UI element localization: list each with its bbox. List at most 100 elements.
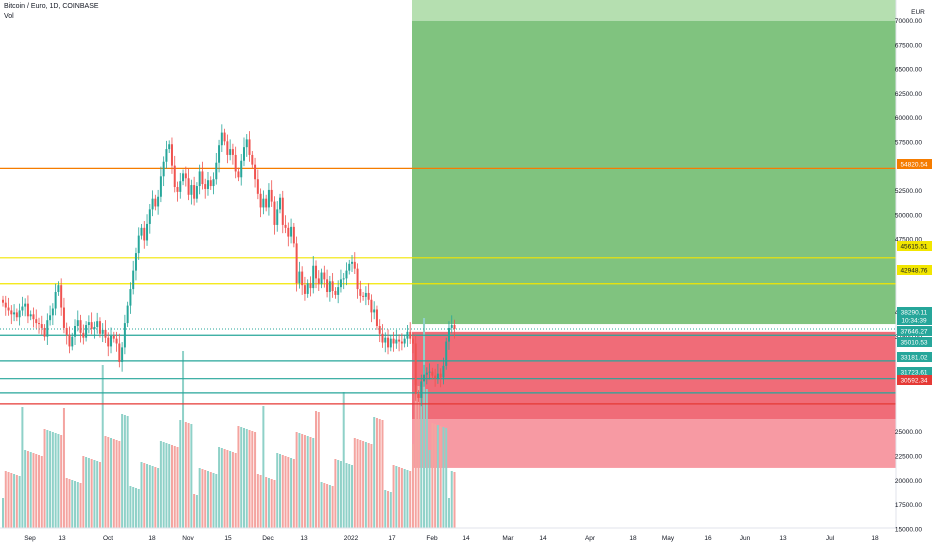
- price-axis-label: 72500.00: [895, 0, 922, 1]
- volume-bar: [262, 406, 265, 528]
- volume-bar: [35, 454, 38, 528]
- projection-zones: [412, 0, 896, 468]
- volume-bar: [309, 437, 312, 528]
- candle-body: [351, 261, 354, 264]
- volume-bar: [148, 465, 151, 528]
- currency-label: EUR: [911, 9, 925, 16]
- volume-bar: [76, 482, 79, 528]
- candle-body: [237, 171, 240, 178]
- candle-body: [193, 185, 196, 199]
- volume-bar: [182, 351, 185, 528]
- volume-bar: [209, 472, 212, 528]
- candle-body: [170, 144, 173, 166]
- candle-body: [381, 333, 384, 343]
- candle-body: [320, 272, 323, 285]
- price-tag-text: 10:34:39: [901, 317, 927, 324]
- candle-body: [137, 235, 140, 254]
- volume-bar: [93, 460, 96, 528]
- candle-body: [317, 278, 320, 285]
- candle-body: [54, 291, 57, 309]
- price-tag-text: 38290.11: [901, 309, 928, 316]
- candle-body: [292, 226, 295, 244]
- volume-bar: [367, 443, 370, 528]
- time-axis-label: 17: [388, 535, 396, 542]
- volume-bar: [362, 441, 365, 528]
- volume-bar: [326, 484, 329, 528]
- price-tag-orange: [897, 159, 932, 169]
- price-tag-green: [897, 326, 932, 336]
- candle-body: [51, 308, 54, 316]
- candle-body: [387, 337, 390, 348]
- volume-bar: [157, 468, 160, 528]
- candle-body: [195, 186, 198, 199]
- candle-body: [32, 314, 35, 320]
- volume-bar: [315, 411, 318, 528]
- price-tag-green: [897, 315, 932, 325]
- volume-bar: [13, 474, 16, 528]
- volume-bar: [306, 436, 309, 528]
- volume-bar: [317, 412, 320, 528]
- volume-bar: [248, 430, 251, 528]
- volume-bar: [450, 471, 453, 528]
- candle-body: [240, 160, 243, 178]
- volume-bar: [71, 480, 74, 528]
- volume-bar: [159, 441, 162, 528]
- volume-bar: [57, 434, 60, 528]
- zone-stop: [412, 419, 896, 468]
- volume-bar: [345, 463, 348, 528]
- volume-bar: [62, 408, 65, 528]
- volume-bar: [132, 487, 135, 528]
- volume-bar: [287, 457, 290, 528]
- candle-body: [21, 306, 24, 311]
- volume-bar: [270, 479, 273, 528]
- volume-bar: [65, 478, 68, 528]
- candle-body: [359, 289, 362, 296]
- candle-body: [2, 299, 4, 303]
- volume-bar: [126, 416, 129, 528]
- price-axis-label: 22500.00: [895, 454, 922, 461]
- volume-bar: [198, 468, 201, 528]
- volume-bar: [398, 467, 401, 528]
- candle-body: [301, 271, 304, 286]
- volume-bar: [436, 425, 439, 528]
- volume-bar: [223, 449, 226, 528]
- candle-body: [309, 283, 312, 289]
- candle-body: [182, 173, 185, 182]
- time-axis-label: 18: [871, 535, 879, 542]
- volume-bar: [170, 445, 173, 528]
- volume-bar: [98, 462, 101, 528]
- volume-bar: [423, 318, 426, 528]
- candle-body: [447, 327, 450, 342]
- candle-body: [129, 289, 132, 306]
- candle-body: [315, 265, 318, 279]
- candle-body: [15, 312, 18, 318]
- candle-body: [312, 265, 315, 289]
- candle-body: [414, 343, 417, 395]
- volume-bar: [265, 477, 268, 528]
- price-tag-text: 30592.34: [900, 377, 927, 384]
- candle-body: [339, 279, 342, 288]
- time-axis-label: Nov: [182, 535, 194, 542]
- candle-body: [279, 197, 281, 210]
- candle-body: [126, 305, 129, 324]
- volume-bar: [351, 465, 354, 528]
- candle-body: [431, 371, 434, 376]
- volume-bar: [220, 448, 223, 528]
- time-axis-label: 16: [704, 535, 712, 542]
- volume-bar: [414, 385, 417, 528]
- candle-body: [13, 312, 16, 315]
- volume-bar: [276, 453, 279, 528]
- volume-bar: [79, 483, 82, 528]
- volume-bar: [140, 462, 143, 528]
- candle-body: [367, 292, 370, 300]
- candle-body: [273, 201, 276, 225]
- candle-body: [226, 141, 229, 155]
- candle-body: [267, 189, 270, 208]
- volume-bar: [143, 463, 146, 528]
- volume-bar: [406, 470, 409, 528]
- candle-body: [378, 326, 381, 334]
- volume-bar: [259, 475, 262, 528]
- volume-bar: [364, 442, 367, 528]
- candle-body: [406, 331, 409, 339]
